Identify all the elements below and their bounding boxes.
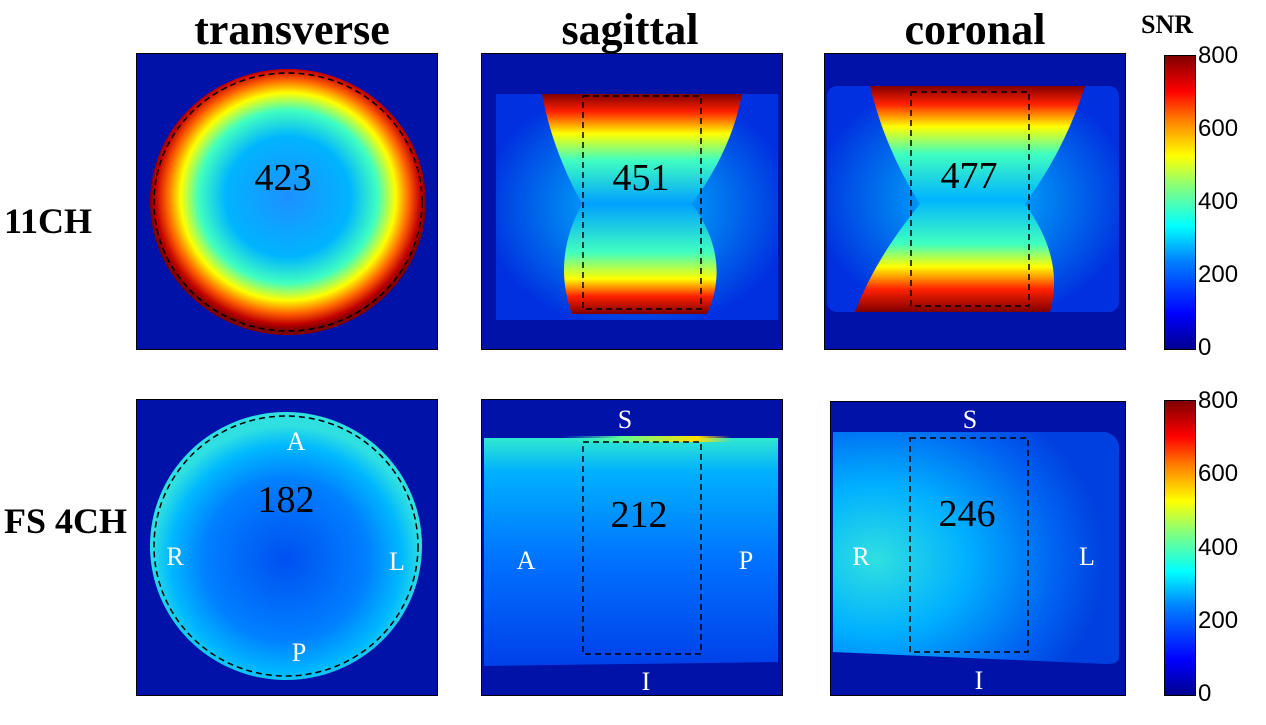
orientation-right-label: P xyxy=(739,546,753,575)
orientation-left-label: R xyxy=(852,542,870,571)
panel-11ch-coronal: 477 xyxy=(824,53,1126,350)
orientation-right-label: L xyxy=(389,547,405,576)
colorbar-tick: 0 xyxy=(1198,334,1212,361)
panel-11ch-transverse: 423 xyxy=(136,53,438,350)
panel-fs4ch-sagittal: 212 S A P I xyxy=(481,399,783,696)
mean-snr-fs4ch-coronal: 246 xyxy=(939,493,996,535)
orientation-bottom-label: I xyxy=(642,667,651,695)
colorbar-tick: 600 xyxy=(1198,460,1239,487)
colorbar-tick: 800 xyxy=(1198,42,1239,69)
mean-snr-11ch-sagittal: 451 xyxy=(613,157,670,199)
snr-map-11ch-sagittal: 451 xyxy=(496,94,778,320)
orientation-top-label: S xyxy=(963,405,977,434)
colorbar-tick: 400 xyxy=(1198,534,1239,561)
panel-11ch-sagittal: 451 xyxy=(481,53,783,350)
mean-snr-11ch-coronal: 477 xyxy=(941,155,998,197)
snr-map-fs4ch-coronal: 246 S R L I xyxy=(833,405,1120,695)
orientation-left-label: A xyxy=(517,546,536,575)
snr-map-fs4ch-transverse: 182 A R L P xyxy=(150,412,422,680)
orientation-right-label: L xyxy=(1079,542,1095,571)
colorbar-tick: 0 xyxy=(1198,680,1212,707)
orientation-top-label: S xyxy=(618,405,632,434)
colorbar-fs4ch xyxy=(1164,400,1196,696)
panel-fs4ch-coronal: 246 S R L I xyxy=(830,401,1126,696)
column-title-transverse: transverse xyxy=(194,5,390,54)
colorbar-tick: 400 xyxy=(1198,188,1239,215)
colorbar-label: SNR xyxy=(1141,10,1194,39)
mean-snr-11ch-transverse: 423 xyxy=(255,157,312,199)
mean-snr-fs4ch-sagittal: 212 xyxy=(611,494,668,536)
snr-map-fs4ch-sagittal: 212 S A P I xyxy=(484,405,778,695)
row-label-11ch: 11CH xyxy=(4,201,93,241)
snr-map-11ch-transverse: 423 xyxy=(150,69,426,335)
colorbar-11ch xyxy=(1164,55,1196,350)
colorbar-tick: 200 xyxy=(1198,261,1239,288)
orientation-top-label: A xyxy=(287,427,306,456)
row-label-fs4ch: FS 4CH xyxy=(4,501,128,541)
column-title-sagittal: sagittal xyxy=(561,5,699,54)
orientation-bottom-label: I xyxy=(975,666,984,695)
panel-fs4ch-transverse: 182 A R L P xyxy=(136,399,438,696)
column-title-coronal: coronal xyxy=(904,5,1046,54)
mean-snr-fs4ch-transverse: 182 xyxy=(258,479,315,521)
colorbar-tick: 200 xyxy=(1198,607,1239,634)
orientation-bottom-label: P xyxy=(292,638,306,667)
orientation-left-label: R xyxy=(166,542,184,571)
colorbar-tick: 800 xyxy=(1198,387,1239,414)
colorbar-tick: 600 xyxy=(1198,115,1239,142)
snr-map-11ch-coronal: 477 xyxy=(827,86,1119,312)
